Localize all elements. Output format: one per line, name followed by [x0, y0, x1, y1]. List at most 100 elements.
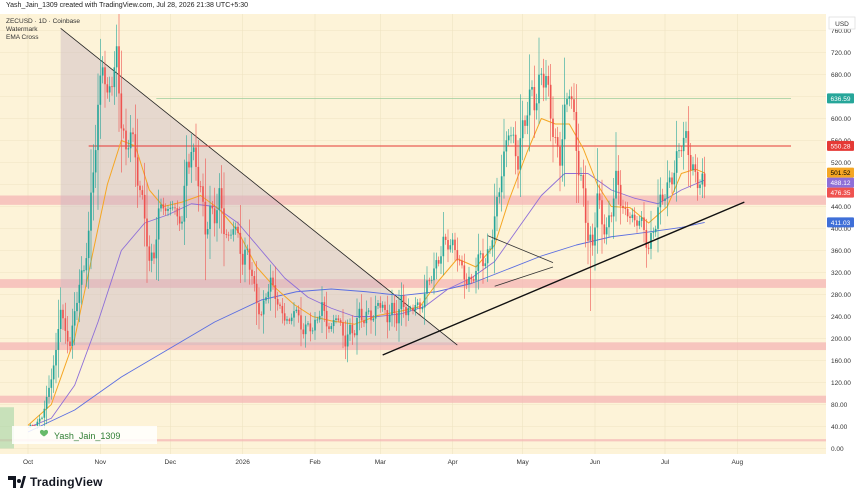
candle-body: [451, 239, 454, 246]
candle-body: [365, 311, 368, 324]
candle-body: [626, 208, 629, 217]
candle-body: [293, 311, 295, 318]
x-tick-label: Apr: [448, 459, 459, 466]
candle-body: [230, 234, 232, 236]
candle-body: [36, 421, 39, 426]
candle-body: [496, 196, 498, 217]
candle-body: [493, 216, 496, 241]
candle-body: [248, 248, 251, 270]
candle-body: [127, 148, 130, 150]
candle-body: [582, 175, 585, 189]
candle-body: [192, 147, 195, 152]
candle-body: [631, 214, 634, 219]
candle-body: [545, 76, 547, 88]
x-tick-label: Jul: [661, 459, 670, 466]
price-badge-bg: [827, 140, 854, 151]
grid: [0, 14, 826, 454]
candle-body: [687, 131, 690, 156]
trendlines: [382, 201, 745, 356]
price-badge-text: 636.59: [831, 96, 851, 103]
candle-body: [419, 302, 421, 310]
tradingview-logo[interactable]: TradingView: [8, 474, 103, 490]
candle-body: [169, 207, 172, 209]
price-badge: 476.35: [827, 187, 854, 198]
candle-body: [197, 166, 200, 187]
price-badge-text: 411.03: [831, 220, 851, 227]
currency-text: USD: [835, 21, 849, 28]
price-chart[interactable]: 0.00 40.00 80.00 120.00 160.00 200.00 240.00 28…: [0, 14, 860, 468]
candle-body: [454, 239, 456, 251]
candle-body: [486, 249, 489, 264]
candle-body: [517, 156, 519, 170]
candle-body: [274, 285, 277, 299]
candle-body: [680, 150, 683, 152]
candle-body: [370, 310, 372, 321]
candle-body: [701, 173, 704, 185]
candle-body: [339, 320, 342, 323]
candle-body: [351, 324, 354, 334]
candle-body: [118, 46, 120, 94]
tradingview-logo-icon: [8, 476, 26, 488]
candle-body: [48, 387, 50, 397]
candle-body: [174, 207, 176, 209]
candle-body: [234, 226, 237, 230]
candle-body: [552, 118, 554, 138]
candle-body: [643, 217, 645, 230]
candle-body: [461, 260, 463, 266]
candle-body: [73, 311, 76, 326]
candle-body: [225, 234, 228, 235]
candle-body: [664, 198, 666, 201]
candle-body: [645, 229, 648, 248]
candle-body: [209, 205, 211, 230]
candle-body: [633, 214, 636, 221]
x-tick-label: Aug: [732, 459, 744, 466]
candle-body: [531, 87, 533, 90]
candle-body: [458, 260, 461, 262]
x-tick-label: Jun: [590, 459, 601, 466]
candle-body: [393, 302, 396, 314]
candle-body: [239, 232, 242, 254]
candle-body: [134, 134, 137, 158]
plot-background: [0, 14, 826, 454]
support-zone: [0, 195, 826, 205]
candle-body: [489, 248, 491, 250]
candle-body: [346, 334, 349, 347]
candle-body: [615, 170, 617, 199]
candle-body: [547, 76, 550, 85]
candle-body: [363, 320, 365, 324]
candle-body: [181, 221, 183, 224]
candle-body: [297, 309, 300, 316]
candle-body: [575, 111, 578, 151]
candle-body: [120, 93, 123, 129]
candle-body: [542, 73, 545, 88]
heart-icon: [39, 429, 49, 437]
triangle-edge: [60, 27, 458, 346]
candle-body: [332, 319, 335, 327]
candle-body: [463, 265, 466, 280]
candle-body: [549, 84, 552, 119]
export-caption-bar: Yash_Jain_1309 created with TradingView.…: [0, 0, 860, 14]
tradingview-wordmark: TradingView: [30, 475, 103, 489]
candle-body: [484, 263, 487, 267]
candle-body: [465, 279, 468, 285]
candle-body: [696, 171, 699, 189]
candle-body: [328, 326, 330, 330]
x-tick-label: Nov: [95, 459, 107, 466]
candle-body: [566, 98, 568, 105]
candle-body: [540, 73, 543, 75]
candle-body: [344, 335, 347, 347]
candle-body: [360, 308, 363, 321]
candle-body: [311, 330, 314, 332]
candle-body: [598, 193, 601, 201]
candle-body: [612, 198, 615, 217]
candle-body: [122, 128, 125, 131]
candle-body: [286, 319, 288, 321]
candle-body: [267, 291, 270, 298]
candle-body: [640, 217, 643, 221]
candle-body: [43, 408, 46, 418]
candle-body: [428, 280, 431, 282]
price-badge: 488.12: [827, 177, 854, 188]
candle-body: [433, 268, 435, 281]
candle-body: [244, 249, 246, 265]
candle-body: [692, 164, 694, 171]
